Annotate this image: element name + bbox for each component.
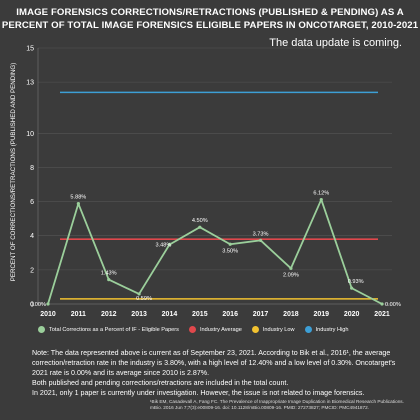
- data-label-2011: 5.88%: [70, 195, 86, 201]
- data-point-2015: [198, 225, 202, 229]
- chart-legend: Total Corrections as a Percent of IF - E…: [38, 326, 398, 333]
- data-point-2014: [167, 243, 172, 247]
- chart-title: IMAGE FORENSICS CORRECTIONS/RETRACTIONS …: [0, 6, 420, 32]
- legend-dot-total: [38, 326, 45, 333]
- x-tick-label-2017: 2017: [253, 311, 269, 318]
- footnote: Note: The data represented above is curr…: [32, 348, 402, 398]
- y-axis-ticks: 0 2 4 6 8 10 13 15: [26, 46, 34, 309]
- y-tick-label-6: 6: [30, 199, 34, 206]
- data-point-2017: [258, 238, 263, 242]
- y-tick-label-10: 10: [26, 131, 34, 138]
- data-label-2017: 3.73%: [253, 231, 269, 237]
- y-tick-label-4: 4: [30, 233, 34, 240]
- data-point-2019: [319, 197, 323, 202]
- footnote-included: Both published and pending corrections/r…: [32, 379, 289, 387]
- data-point-2011: [76, 202, 80, 206]
- x-tick-label-2010: 2010: [40, 311, 56, 318]
- data-label-2016: 3.50%: [222, 248, 238, 254]
- citation: ¹Bik EM, Casadevall A, Fang FC. The Prev…: [150, 399, 404, 410]
- grid-lines: [37, 47, 392, 305]
- data-label-2021: 0.00%: [385, 302, 401, 308]
- data-label-2015: 4.50%: [192, 218, 208, 224]
- y-tick-label-2: 2: [30, 267, 34, 274]
- legend-label-total: Total Corrections as a Percent of IF - E…: [49, 326, 179, 333]
- x-tick-label-2014: 2014: [162, 311, 178, 318]
- x-tick-label-2021: 2021: [374, 311, 390, 318]
- x-tick-label-2016: 2016: [222, 311, 238, 318]
- y-tick-label-15: 15: [26, 46, 34, 53]
- y-tick-label-8: 8: [30, 165, 34, 172]
- legend-item-average: Industry Average: [188, 326, 242, 333]
- y-tick-label-0: 0: [30, 302, 34, 309]
- data-point-2016: [228, 242, 232, 246]
- series-group: 0.00% 5.88% 1.43% 0.59% 3.48% 4.50% 3.50% 3.73%…: [30, 191, 401, 308]
- x-tick-label-2013: 2013: [131, 311, 147, 318]
- data-point-2012: [107, 277, 111, 282]
- series-line: [47, 198, 383, 305]
- data-label-2012: 1.43%: [101, 271, 117, 277]
- x-tick-label-2011: 2011: [71, 311, 86, 318]
- data-point-2021: [380, 302, 384, 306]
- chart-title-line1: IMAGE FORENSICS CORRECTIONS/RETRACTIONS …: [16, 7, 404, 18]
- legend-label-high: Industry High: [315, 326, 349, 333]
- reference-lines: [60, 91, 378, 300]
- x-axis-ticks: 2010 2011 2012 2013 2014 2015 2016 2017 2018 2019…: [40, 311, 390, 318]
- data-point-2018: [289, 266, 293, 270]
- data-label-2010: 0.00%: [30, 302, 46, 308]
- y-axis-label: PERCENT OF CORRECTIONS/RETRACTIONS (PUBL…: [10, 63, 17, 282]
- data-label-2013: 0.59%: [136, 296, 152, 302]
- data-label-2019: 6.12%: [313, 191, 329, 197]
- data-point-2013: [137, 292, 141, 296]
- legend-label-average: Industry Average: [199, 326, 242, 333]
- x-tick-label-2020: 2020: [344, 311, 360, 318]
- legend-dot-high: [304, 326, 312, 333]
- x-tick-label-2012: 2012: [101, 311, 117, 318]
- y-tick-label-13: 13: [26, 80, 34, 87]
- footnote-note: Note: The data represented above is curr…: [32, 349, 396, 377]
- legend-item-total: Total Corrections as a Percent of IF - E…: [38, 326, 179, 333]
- x-tick-label-2015: 2015: [192, 311, 208, 318]
- x-tick-label-2019: 2019: [313, 311, 329, 318]
- footnote-investigation: In 2021, only 1 paper is currently under…: [32, 389, 365, 397]
- chart-title-line2: PERCENT OF TOTAL IMAGE FORENSICS ELIGIBL…: [1, 20, 419, 31]
- legend-dot-low: [251, 326, 259, 333]
- data-label-2014: 3.48%: [156, 243, 172, 249]
- legend-item-high: Industry High: [304, 326, 349, 333]
- legend-item-low: Industry Low: [251, 326, 295, 333]
- data-label-2020: 0.93%: [348, 279, 364, 285]
- legend-label-low: Industry Low: [262, 326, 295, 333]
- x-tick-label-2018: 2018: [283, 311, 299, 318]
- data-point-2010: [46, 302, 50, 306]
- data-label-2018: 2.09%: [283, 272, 299, 278]
- data-point-2020: [350, 286, 354, 290]
- data-update-notice: The data update is coming.: [269, 37, 402, 49]
- legend-dot-average: [188, 326, 196, 333]
